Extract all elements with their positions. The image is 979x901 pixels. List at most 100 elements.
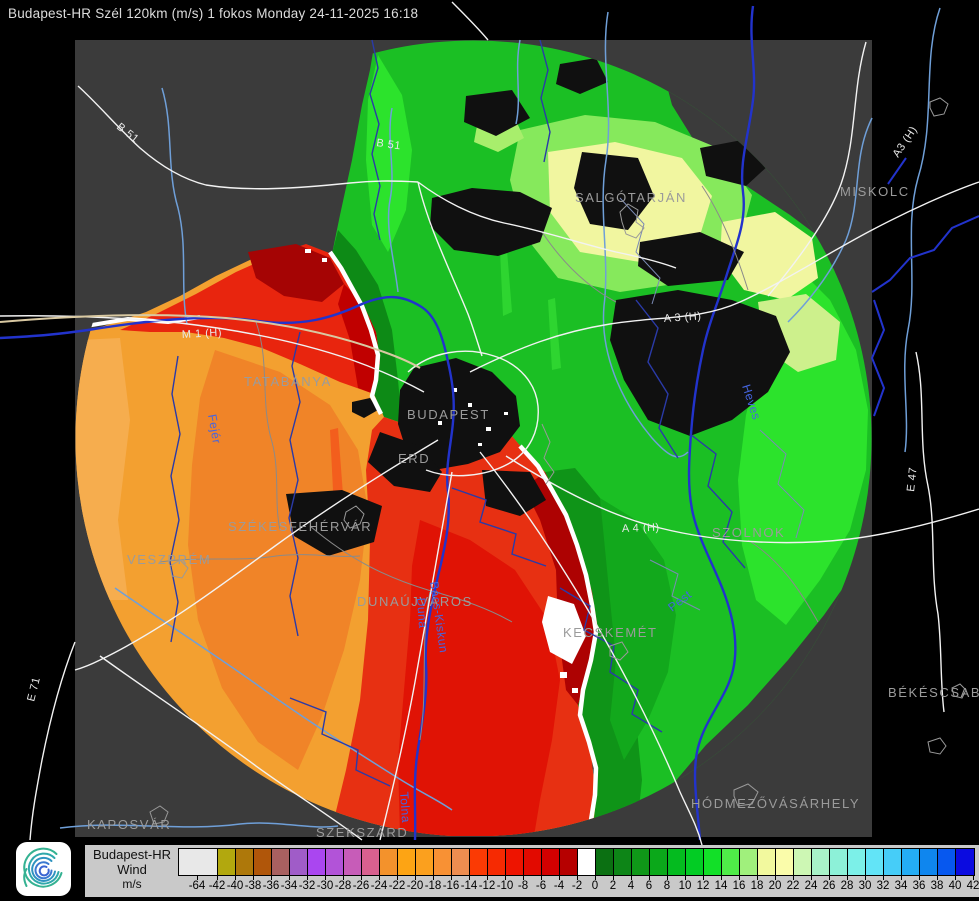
legend-tick (703, 875, 704, 880)
legend-tick (505, 875, 506, 880)
legend-tick (955, 875, 956, 880)
legend-cell (416, 849, 434, 875)
legend-tick (901, 875, 902, 880)
legend-tick-label: -30 (316, 880, 334, 892)
legend-tick (541, 875, 542, 880)
legend-tick-label: -26 (352, 880, 370, 892)
legend-tick-label: 2 (609, 880, 617, 892)
legend-colorbar (178, 848, 975, 876)
legend-cell (236, 849, 254, 875)
met-spiral-logo (16, 842, 71, 896)
legend-cell (596, 849, 614, 875)
legend-cell (758, 849, 776, 875)
legend-tick (235, 875, 236, 880)
legend-tick-label: 16 (732, 880, 746, 892)
legend-tick (613, 875, 614, 880)
legend-tick (361, 875, 362, 880)
region-label: Tolna (397, 791, 413, 823)
city-label: BUDAPEST (407, 407, 490, 422)
legend-cell (812, 849, 830, 875)
road-label: E 47 (905, 467, 920, 493)
legend-tick (811, 875, 812, 880)
legend-tick (307, 875, 308, 880)
legend-cell (956, 849, 974, 875)
legend-cell (380, 849, 398, 875)
legend-tick-label: 30 (858, 880, 872, 892)
secondary-roads (159, 185, 819, 741)
legend-cell (308, 849, 326, 875)
legend-tick-label: -40 (226, 880, 244, 892)
road-label: A 3 (H) (663, 310, 701, 325)
legend-tick-label: 38 (930, 880, 944, 892)
city-label: DUNAÚJVÁROS (357, 594, 473, 609)
legend-cell (632, 849, 650, 875)
legend-cell (902, 849, 920, 875)
legend-cell (830, 849, 848, 875)
legend-cell (776, 849, 794, 875)
region-label: Duna (414, 597, 430, 629)
legend-tick-label: 14 (714, 880, 728, 892)
legend-tick-label: 28 (840, 880, 854, 892)
legend-tick (883, 875, 884, 880)
legend-tick-label: -18 (424, 880, 442, 892)
legend-tick-label: 40 (948, 880, 962, 892)
road-label: M 1 (H) (182, 327, 223, 341)
legend-tick-label: -12 (478, 880, 496, 892)
legend-cell (686, 849, 704, 875)
color-scale-legend: Budapest-HR Wind m/s -64 -42 -40 -38 -36 -34-… (85, 845, 979, 897)
region-label: Fejér (205, 413, 224, 445)
legend-cell (398, 849, 416, 875)
legend-tick (595, 875, 596, 880)
legend-tick-label: -10 (496, 880, 514, 892)
legend-tick (919, 875, 920, 880)
legend-tick-label: 18 (750, 880, 764, 892)
legend-tick-label: 22 (786, 880, 800, 892)
city-label: SZOLNOK (712, 525, 785, 540)
major-roads (0, 1, 979, 846)
legend-tick (523, 875, 524, 880)
legend-cell (722, 849, 740, 875)
legend-tick (415, 875, 416, 880)
legend-cell (452, 849, 470, 875)
city-label: SZÉKESFEHÉRVÁR (228, 519, 372, 534)
legend-tick (253, 875, 254, 880)
legend-tick-label: 26 (822, 880, 836, 892)
legend-tick-label: 24 (804, 880, 818, 892)
product-title: Budapest-HR Szél 120km (m/s) 1 fokos Mon… (8, 6, 419, 21)
legend-tick-label: 12 (696, 880, 710, 892)
legend-product: Budapest-HR (92, 847, 172, 862)
legend-tick-label: -28 (334, 880, 352, 892)
legend-cell (668, 849, 686, 875)
legend-tick (325, 875, 326, 880)
legend-tick (559, 875, 560, 880)
legend-tick (973, 875, 974, 880)
legend-tick (865, 875, 866, 880)
legend-tick (379, 875, 380, 880)
radar-map-svg: SALGÓTARJÁN MISKOLC BUDAPEST ERD TATABÁNYA SZ… (0, 0, 979, 846)
legend-tick-label: -20 (406, 880, 424, 892)
city-label: SZEKSZÁRD (316, 825, 408, 840)
legend-cell (560, 849, 578, 875)
legend-cell (704, 849, 722, 875)
legend-unit: m/s (122, 877, 142, 891)
road-label: B 51 (376, 137, 402, 152)
legend-cell (524, 849, 542, 875)
spiral-icon (23, 847, 63, 888)
legend-cell (740, 849, 758, 875)
legend-tick-label: -36 (262, 880, 280, 892)
legend-cell (434, 849, 452, 875)
legend-cell (488, 849, 506, 875)
legend-tick (469, 875, 470, 880)
legend-cell (794, 849, 812, 875)
legend-tick (271, 875, 272, 880)
city-label: VESZPRÉM (127, 552, 211, 567)
city-label: BÉKÉSCSABA (888, 685, 979, 700)
legend-cell (470, 849, 488, 875)
legend-cell (506, 849, 524, 875)
legend-tick (937, 875, 938, 880)
legend-tick (197, 875, 198, 880)
map-labels: SALGÓTARJÁN MISKOLC BUDAPEST ERD TATABÁNYA SZ… (25, 121, 979, 840)
city-label: TATABÁNYA (244, 374, 332, 389)
legend-cell (614, 849, 632, 875)
radar-map: SALGÓTARJÁN MISKOLC BUDAPEST ERD TATABÁNYA SZ… (0, 0, 979, 846)
